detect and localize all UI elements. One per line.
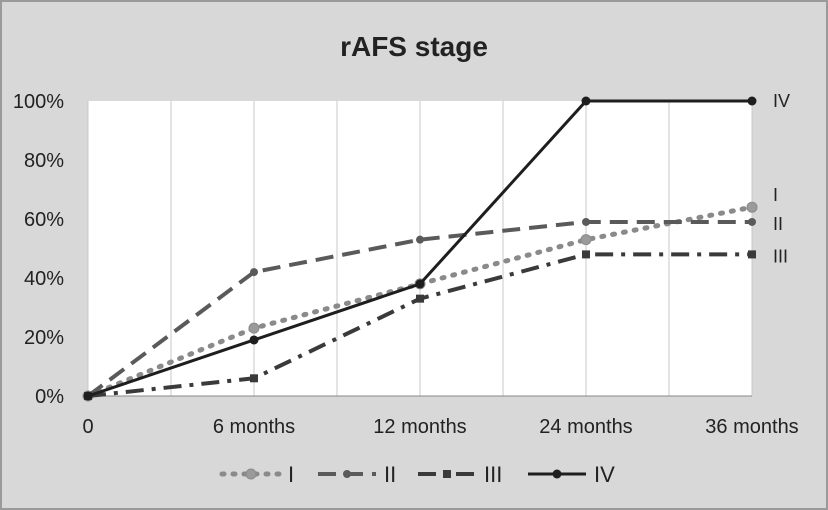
x-tick-label: 0 [82,416,93,438]
data-point [416,294,424,303]
series-end-label: I [773,185,778,205]
chart-title: rAFS stage [340,31,488,62]
data-point [249,335,259,345]
data-point [248,322,260,334]
legend: I II III IV [219,462,615,487]
series-end-label: II [773,214,783,234]
data-point [748,217,756,226]
x-tick-label: 6 months [213,416,295,438]
x-tick-label: 12 months [373,416,466,438]
data-point [416,235,424,244]
gridlines [87,101,753,397]
y-tick-label: 60% [24,209,64,231]
data-point [415,279,425,289]
x-tick-label: 24 months [539,416,632,438]
data-point [581,96,591,106]
y-tick-label: 0% [35,386,64,408]
legend-marker [343,470,351,478]
legend-label: I [288,462,294,487]
legend-label: III [484,462,502,487]
data-point [250,268,258,277]
y-tick-label: 100% [13,91,64,113]
y-tick-label: 20% [24,327,64,349]
data-point [580,234,592,246]
data-point [250,374,258,383]
legend-marker [552,469,562,479]
legend-label: II [384,462,396,487]
legend-marker [245,468,257,480]
legend-marker [443,470,451,478]
series-end-label: IV [773,91,790,111]
data-point [748,250,756,259]
x-tick-label: 36 months [705,416,798,438]
data-point [582,250,590,259]
legend-item: IV [528,462,615,487]
series-end-label: III [773,246,788,266]
y-tick-label: 40% [24,268,64,290]
data-point [582,217,590,226]
legend-label: IV [594,462,615,487]
legend-item: II [318,462,396,487]
legend-item: III [418,462,502,487]
data-point [83,391,93,401]
x-axis-ticks: 0 6 months 12 months 24 months 36 months [82,416,798,438]
data-point [747,96,757,106]
legend-item: I [219,462,294,487]
series-group [82,96,758,402]
y-tick-label: 80% [24,150,64,172]
series-line [86,219,752,398]
series-IV [83,96,757,401]
y-axis-ticks: 0% 20% 40% 60% 80% 100% [13,91,64,408]
data-point [746,201,758,213]
